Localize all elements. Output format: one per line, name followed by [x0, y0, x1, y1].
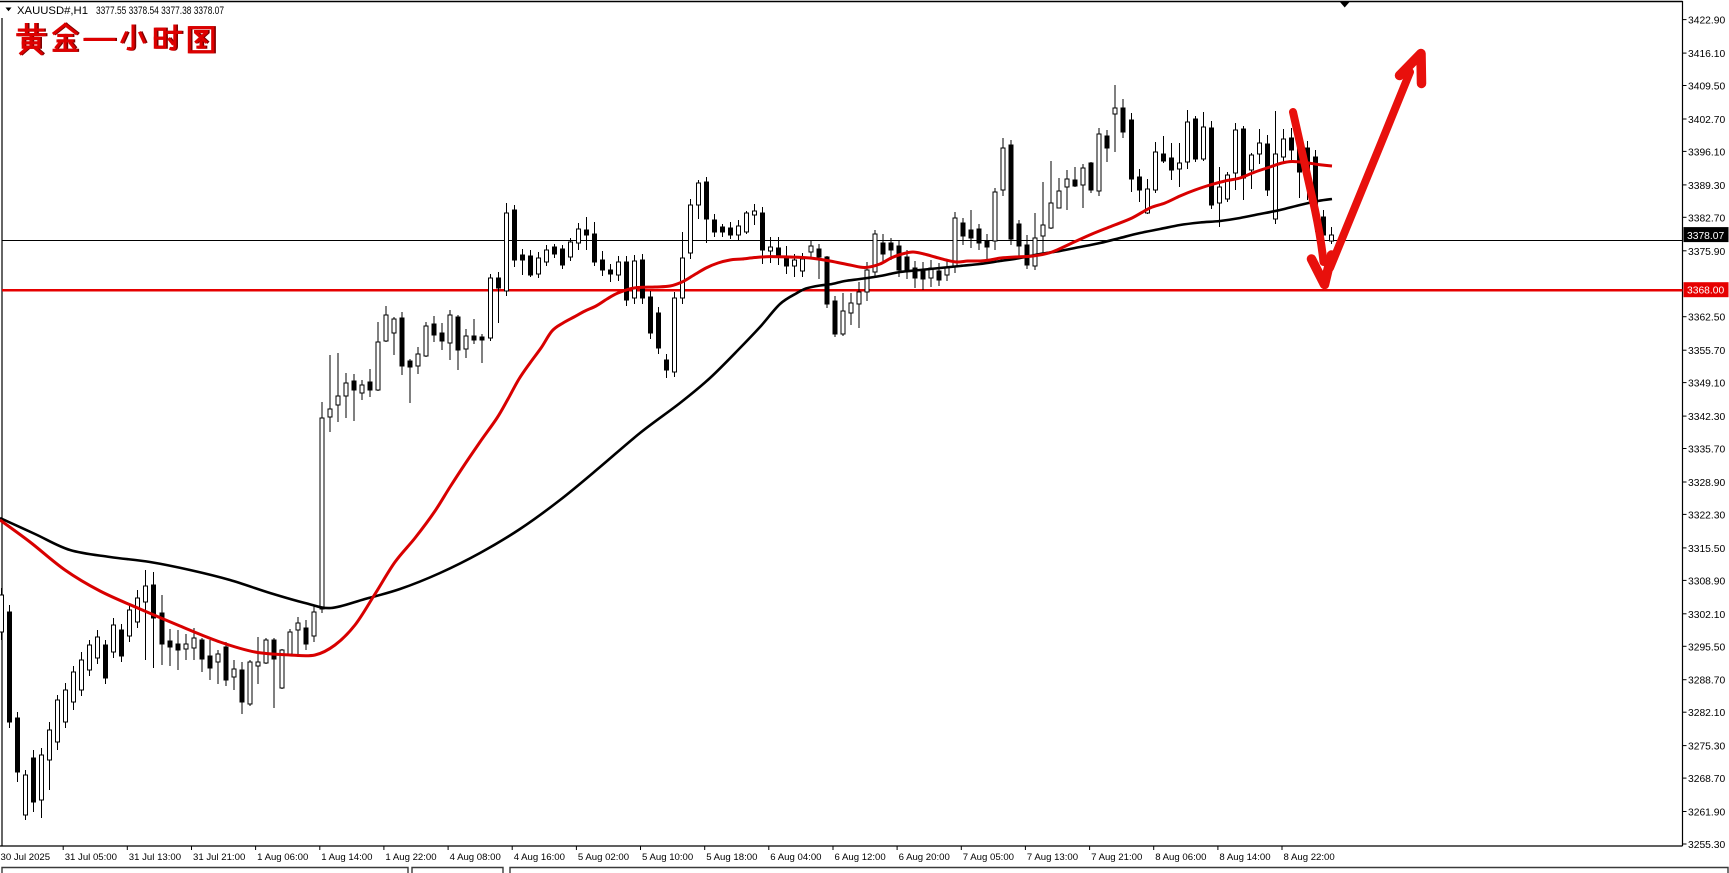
svg-text:6 Aug 12:00: 6 Aug 12:00 — [835, 852, 886, 863]
svg-text:XAUUSD#,H1: XAUUSD#,H1 — [17, 5, 88, 17]
svg-text:3315.50: 3315.50 — [1688, 544, 1725, 555]
svg-text:3389.30: 3389.30 — [1688, 181, 1725, 192]
svg-text:31 Jul 21:00: 31 Jul 21:00 — [193, 852, 245, 863]
svg-text:8 Aug 14:00: 8 Aug 14:00 — [1219, 852, 1270, 863]
svg-text:3302.10: 3302.10 — [1688, 610, 1725, 621]
svg-text:3362.50: 3362.50 — [1688, 313, 1725, 324]
svg-text:4 Aug 16:00: 4 Aug 16:00 — [514, 852, 565, 863]
svg-text:3308.90: 3308.90 — [1688, 576, 1725, 587]
svg-text:3282.10: 3282.10 — [1688, 708, 1725, 719]
svg-text:3268.70: 3268.70 — [1688, 774, 1725, 785]
svg-text:6 Aug 04:00: 6 Aug 04:00 — [770, 852, 821, 863]
svg-text:3422.90: 3422.90 — [1688, 16, 1725, 27]
svg-text:3409.50: 3409.50 — [1688, 82, 1725, 93]
svg-text:8 Aug 06:00: 8 Aug 06:00 — [1155, 852, 1206, 863]
svg-text:1 Aug 14:00: 1 Aug 14:00 — [321, 852, 372, 863]
svg-text:31 Jul 05:00: 31 Jul 05:00 — [65, 852, 117, 863]
svg-text:3349.10: 3349.10 — [1688, 379, 1725, 390]
svg-text:5 Aug 18:00: 5 Aug 18:00 — [706, 852, 757, 863]
svg-text:3377.55 3378.54 3377.38 3378.0: 3377.55 3378.54 3377.38 3378.07 — [96, 5, 224, 17]
svg-text:4 Aug 08:00: 4 Aug 08:00 — [450, 852, 501, 863]
svg-text:3261.90: 3261.90 — [1688, 808, 1725, 819]
svg-text:3328.90: 3328.90 — [1688, 478, 1725, 489]
svg-text:3322.30: 3322.30 — [1688, 510, 1725, 521]
svg-text:3295.50: 3295.50 — [1688, 642, 1725, 653]
svg-text:3342.30: 3342.30 — [1688, 412, 1725, 423]
svg-text:3255.30: 3255.30 — [1688, 840, 1725, 851]
svg-text:3355.70: 3355.70 — [1688, 346, 1725, 357]
svg-text:30 Jul 2025: 30 Jul 2025 — [1, 852, 51, 863]
svg-text:5 Aug 02:00: 5 Aug 02:00 — [578, 852, 629, 863]
svg-text:1 Aug 22:00: 1 Aug 22:00 — [385, 852, 436, 863]
svg-text:3402.70: 3402.70 — [1688, 115, 1725, 126]
svg-text:3378.07: 3378.07 — [1687, 231, 1724, 242]
svg-text:3396.10: 3396.10 — [1688, 147, 1725, 158]
svg-text:3335.70: 3335.70 — [1688, 445, 1725, 456]
svg-text:7 Aug 05:00: 7 Aug 05:00 — [963, 852, 1014, 863]
svg-text:5 Aug 10:00: 5 Aug 10:00 — [642, 852, 693, 863]
svg-text:1 Aug 06:00: 1 Aug 06:00 — [257, 852, 308, 863]
svg-text:7 Aug 13:00: 7 Aug 13:00 — [1027, 852, 1078, 863]
svg-text:8 Aug 22:00: 8 Aug 22:00 — [1284, 852, 1335, 863]
svg-text:3368.00: 3368.00 — [1687, 286, 1724, 297]
svg-text:3416.10: 3416.10 — [1688, 49, 1725, 60]
svg-text:7 Aug 21:00: 7 Aug 21:00 — [1091, 852, 1142, 863]
svg-text:31 Jul 13:00: 31 Jul 13:00 — [129, 852, 181, 863]
svg-text:3275.30: 3275.30 — [1688, 742, 1725, 753]
svg-text:3375.90: 3375.90 — [1688, 247, 1725, 258]
svg-text:3382.70: 3382.70 — [1688, 213, 1725, 224]
svg-text:3288.70: 3288.70 — [1688, 676, 1725, 687]
svg-text:6 Aug 20:00: 6 Aug 20:00 — [899, 852, 950, 863]
